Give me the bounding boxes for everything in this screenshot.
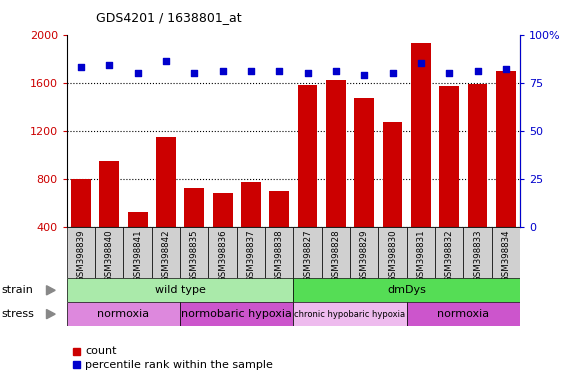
Text: GSM398829: GSM398829 (360, 229, 369, 281)
Point (218, 68, 227, 74)
Point (303, 70, 312, 76)
Text: GSM398828: GSM398828 (331, 229, 340, 282)
Bar (407, 302, 520, 326)
Bar (128, 212, 148, 275)
Bar (184, 188, 204, 275)
Bar (322, 227, 350, 278)
Point (331, 68, 340, 74)
Bar (67, 302, 180, 326)
Point (105, 62, 114, 68)
Bar (293, 278, 520, 302)
Bar (326, 80, 346, 275)
Point (473, 68, 482, 74)
Text: GSM398839: GSM398839 (77, 229, 85, 281)
Bar (293, 227, 322, 278)
Text: GSM398831: GSM398831 (417, 229, 425, 282)
Point (444, 70, 454, 76)
Text: GSM398838: GSM398838 (275, 229, 284, 282)
Bar (378, 227, 407, 278)
Point (501, 66, 511, 72)
Bar (67, 278, 293, 302)
Point (76, 64, 85, 70)
Text: GSM398833: GSM398833 (473, 229, 482, 282)
Bar (209, 227, 237, 278)
Point (189, 70, 199, 76)
Text: GSM398835: GSM398835 (190, 229, 199, 282)
Point (275, 68, 284, 74)
Bar (241, 182, 261, 275)
Bar (468, 84, 487, 275)
Bar (152, 227, 180, 278)
Text: normobaric hypoxia: normobaric hypoxia (181, 309, 292, 319)
Bar (67, 227, 95, 278)
Bar (156, 137, 176, 275)
Bar (99, 161, 119, 275)
Point (133, 70, 142, 76)
Text: chronic hypobaric hypoxia: chronic hypobaric hypoxia (295, 310, 406, 319)
Bar (439, 86, 459, 275)
Text: GSM398841: GSM398841 (133, 229, 142, 282)
Text: GSM398830: GSM398830 (388, 229, 397, 282)
Text: wild type: wild type (155, 285, 206, 295)
Text: percentile rank within the sample: percentile rank within the sample (85, 360, 273, 370)
Bar (297, 85, 317, 275)
Text: GSM398832: GSM398832 (444, 229, 454, 282)
Point (162, 58, 171, 65)
Text: normoxia: normoxia (437, 309, 489, 319)
Text: strain: strain (2, 285, 34, 295)
Text: GSM398837: GSM398837 (246, 229, 256, 282)
Text: dmDys: dmDys (388, 285, 426, 295)
Bar (71, 179, 91, 275)
Point (388, 70, 397, 76)
Text: GDS4201 / 1638801_at: GDS4201 / 1638801_at (96, 12, 242, 25)
Bar (354, 98, 374, 275)
Text: GSM398834: GSM398834 (501, 229, 510, 282)
Bar (270, 190, 289, 275)
Point (360, 72, 369, 78)
Bar (237, 227, 265, 278)
Text: GSM398840: GSM398840 (105, 229, 114, 282)
Text: GSM398836: GSM398836 (218, 229, 227, 282)
Bar (180, 227, 209, 278)
Point (416, 60, 425, 66)
Bar (180, 302, 293, 326)
Text: GSM398842: GSM398842 (162, 229, 170, 282)
Bar (464, 227, 492, 278)
Text: stress: stress (2, 309, 35, 319)
Bar (265, 227, 293, 278)
Text: normoxia: normoxia (98, 309, 149, 319)
Point (246, 68, 256, 74)
Bar (213, 193, 232, 275)
Bar (293, 302, 407, 326)
Bar (435, 227, 464, 278)
Bar (496, 71, 516, 275)
Bar (407, 227, 435, 278)
Bar (383, 122, 403, 275)
Text: GSM398827: GSM398827 (303, 229, 312, 282)
Bar (123, 227, 152, 278)
Bar (492, 227, 520, 278)
Bar (411, 43, 431, 275)
Bar (95, 227, 123, 278)
Text: count: count (85, 346, 117, 356)
Bar (350, 227, 378, 278)
